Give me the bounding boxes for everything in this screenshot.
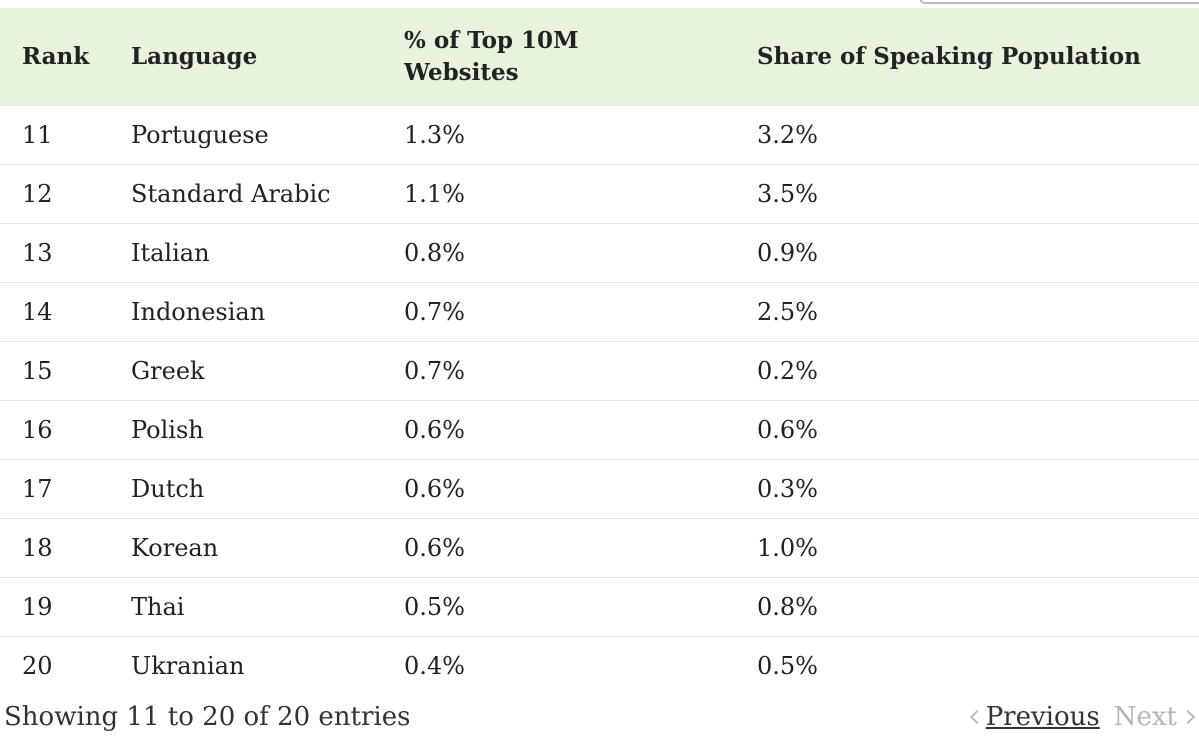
header-row: Rank Language % of Top 10M Websites Share o… xyxy=(0,8,1199,106)
table-cell: 11 xyxy=(0,105,131,165)
table-cell: 3.5% xyxy=(757,164,1199,224)
table-cell: 0.3% xyxy=(757,459,1199,519)
column-header: Language xyxy=(131,8,404,106)
header-text: % of Top 10M Websites xyxy=(404,26,579,86)
table-row: 13 Italian 0.8% 0.9% xyxy=(0,223,1199,283)
entries-info: Showing 11 to 20 of 20 entries xyxy=(4,702,411,732)
previous-button[interactable]: Previous xyxy=(985,702,1100,732)
table-cell: Standard Arabic xyxy=(131,164,404,224)
table-row: 14 Indonesian 0.7% 2.5% xyxy=(0,282,1199,342)
table-cell: 17 xyxy=(0,459,131,519)
table-cell: 0.6% xyxy=(404,518,757,578)
table-cell: Korean xyxy=(131,518,404,578)
table-cell: 0.4% xyxy=(404,636,757,695)
table-row: 12 Standard Arabic 1.1% 3.5% xyxy=(0,164,1199,224)
table-row: 19 Thai 0.5% 0.8% xyxy=(0,577,1199,637)
table-cell: 18 xyxy=(0,518,131,578)
table-row: 18 Korean 0.6% 1.0% xyxy=(0,518,1199,578)
header-text: Language xyxy=(131,42,258,70)
table-cell: 12 xyxy=(0,164,131,224)
table-cell: Ukranian xyxy=(131,636,404,695)
prev-icon xyxy=(969,709,984,725)
table-cell: 1.1% xyxy=(404,164,757,224)
table-cell: 0.6% xyxy=(404,400,757,460)
header-text: Share of Speaking Population xyxy=(757,42,1141,70)
table-cell: 1.3% xyxy=(404,105,757,165)
table-cell: 0.7% xyxy=(404,282,757,342)
table-cell: 0.5% xyxy=(757,636,1199,695)
table-cell: 0.6% xyxy=(757,400,1199,460)
table-cell: 0.8% xyxy=(404,223,757,283)
search-input[interactable] xyxy=(920,0,1199,4)
table-cell: 0.6% xyxy=(404,459,757,519)
table-row: 17 Dutch 0.6% 0.3% xyxy=(0,459,1199,519)
data-table: Rank Language % of Top 10M Websites Share o… xyxy=(0,8,1199,695)
table-cell: Thai xyxy=(131,577,404,637)
column-header: Share of Speaking Population xyxy=(757,8,1199,106)
table-cell: Polish xyxy=(131,400,404,460)
table-row: 20 Ukranian 0.4% 0.5% xyxy=(0,636,1199,695)
table-cell: 14 xyxy=(0,282,131,342)
table-row: 16 Polish 0.6% 0.6% xyxy=(0,400,1199,460)
next-icon xyxy=(1180,709,1196,725)
table-cell: 1.0% xyxy=(757,518,1199,578)
table-cell: 2.5% xyxy=(757,282,1199,342)
table-cell: 19 xyxy=(0,577,131,637)
table-cell: Greek xyxy=(131,341,404,401)
pagination: Previous Next xyxy=(969,702,1196,732)
table-body: 11 Portuguese 1.3% 3.2% 12 Standard Arabic 1.1… xyxy=(0,105,1199,695)
table-cell: 3.2% xyxy=(757,105,1199,165)
table-cell: 16 xyxy=(0,400,131,460)
table-cell: 0.8% xyxy=(757,577,1199,637)
table-cell: 0.9% xyxy=(757,223,1199,283)
table-cell: 0.2% xyxy=(757,341,1199,401)
table-cell: Italian xyxy=(131,223,404,283)
table-cell: 13 xyxy=(0,223,131,283)
header-text: Rank xyxy=(22,42,90,70)
table-row: 15 Greek 0.7% 0.2% xyxy=(0,341,1199,401)
column-header: Rank xyxy=(0,8,131,106)
table-row: 11 Portuguese 1.3% 3.2% xyxy=(0,105,1199,165)
table-cell: 0.5% xyxy=(404,577,757,637)
table-cell: Portuguese xyxy=(131,105,404,165)
column-header: % of Top 10M Websites xyxy=(404,8,757,106)
table-cell: 15 xyxy=(0,341,131,401)
table-cell: 0.7% xyxy=(404,341,757,401)
next-button: Next xyxy=(1113,702,1177,732)
table-cell: 20 xyxy=(0,636,131,695)
table-cell: Indonesian xyxy=(131,282,404,342)
table-cell: Dutch xyxy=(131,459,404,519)
table-head: Rank Language % of Top 10M Websites Share o… xyxy=(0,8,1199,106)
